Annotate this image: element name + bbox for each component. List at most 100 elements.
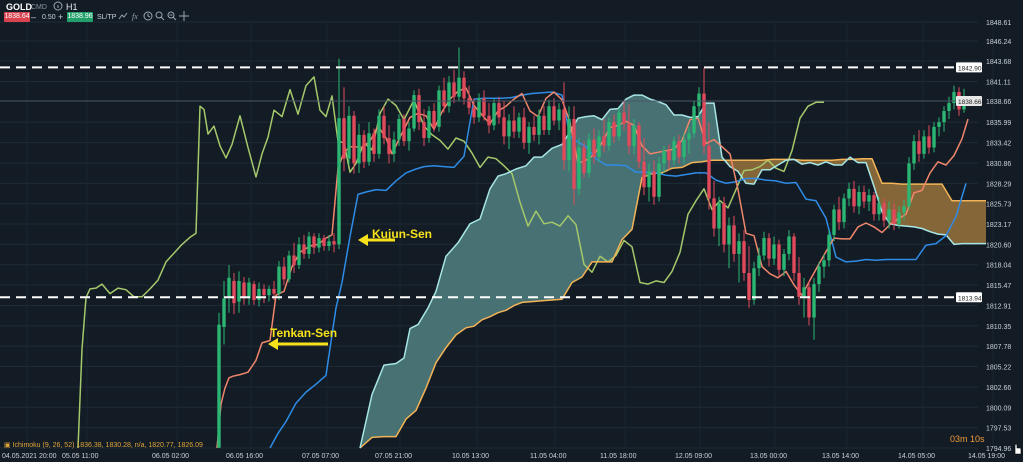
kijun-line: [269, 91, 967, 449]
chart-toolbar: GOLD CMD H1 1838.64 – 0.50 + 1838.96 SL/…: [0, 0, 1023, 24]
candlestick: [567, 106, 571, 172]
quantity-input[interactable]: 0.50: [42, 14, 56, 21]
candlestick: [672, 136, 676, 166]
candlestick: [247, 277, 251, 305]
candle-body: [807, 287, 811, 318]
time-tick-label: 10.05 13:00: [452, 453, 489, 460]
price-tick-label: 1838.66: [986, 99, 1011, 106]
candle-body: [572, 118, 576, 189]
candle-body: [497, 103, 501, 118]
candlestick: [452, 69, 456, 104]
tenkan-arrowhead: [268, 338, 278, 350]
candlestick: [292, 242, 296, 273]
crosshair-icon[interactable]: [179, 11, 189, 24]
candle-body: [367, 133, 371, 162]
senkou_b-line: [359, 157, 986, 449]
qty-decrease-button[interactable]: –: [31, 12, 37, 22]
price-tick-label: 1825.73: [986, 202, 1011, 209]
candlestick: [847, 182, 851, 207]
candle-body: [442, 90, 446, 107]
candle-body: [352, 115, 356, 164]
candle-body: [397, 118, 401, 140]
candlestick: [652, 160, 656, 205]
candlestick: [602, 118, 606, 153]
candle-body: [787, 236, 791, 254]
candle-body: [317, 238, 321, 248]
candlestick: [862, 185, 866, 208]
candlestick: [762, 231, 766, 261]
timeframe-selector[interactable]: H1: [66, 2, 78, 12]
candle-body: [667, 150, 671, 161]
candle-body: [502, 117, 506, 137]
info-icon[interactable]: [53, 1, 63, 14]
candle-body: [272, 288, 276, 294]
candlestick: [927, 125, 931, 154]
price-tick-label: 1846.24: [986, 39, 1011, 46]
candlestick: [767, 233, 771, 267]
candle-body: [942, 111, 946, 123]
clock-icon[interactable]: [143, 11, 153, 24]
candle-body: [247, 282, 251, 299]
candlestick: [287, 250, 291, 283]
price-tick-label: 1830.86: [986, 161, 1011, 168]
zoom-out-icon[interactable]: [167, 11, 177, 24]
candlestick: [832, 204, 836, 242]
sltp-button[interactable]: SL/TP: [97, 14, 117, 21]
candlestick: [522, 107, 526, 150]
candlestick: [942, 106, 946, 132]
ichimoku-indicator-legend[interactable]: ▣ Ichimoku (9, 26, 52) 1836.38, 1830.28,…: [4, 441, 203, 449]
candle-body: [477, 98, 481, 118]
candle-body: [792, 236, 796, 273]
indicator-visibility-icon[interactable]: ▣: [4, 442, 13, 449]
candle-body: [462, 77, 466, 99]
candlestick: [347, 106, 351, 166]
zoom-in-icon[interactable]: [155, 11, 165, 24]
exchange-label: CMD: [31, 4, 47, 11]
candle-body: [612, 122, 616, 137]
candle-body: [557, 109, 561, 121]
candlestick: [577, 138, 581, 196]
horizontal-levels[interactable]: 1842.90 1813.94 1838.66: [0, 62, 982, 303]
candle-body: [292, 255, 296, 266]
candlestick: [787, 230, 791, 261]
candlestick: [402, 114, 406, 146]
candle-body: [527, 126, 531, 143]
candle-countdown: 03m 10s: [950, 434, 985, 444]
candlestick: [607, 117, 611, 151]
sell-button[interactable]: 1838.64: [4, 12, 30, 22]
candlestick: [897, 206, 901, 229]
indicators-icon[interactable]: fx: [131, 11, 141, 24]
candle-body: [912, 141, 916, 164]
candlestick: [367, 122, 371, 166]
chart-type-icon[interactable]: [118, 11, 128, 24]
candlestick: [427, 106, 431, 143]
candlestick: [657, 157, 661, 202]
candle-body: [492, 103, 496, 126]
candlestick: [817, 261, 821, 293]
candle-body: [217, 324, 221, 448]
candlestick: [937, 117, 941, 137]
candle-body: [257, 288, 261, 300]
candle-body: [777, 244, 781, 270]
symbol-label[interactable]: GOLD: [6, 2, 32, 12]
candlestick: [852, 180, 856, 213]
svg-text:fx: fx: [132, 12, 138, 21]
candlestick: [312, 233, 316, 254]
candlestick: [267, 285, 271, 302]
candle-body: [582, 147, 586, 173]
candlestick: [842, 193, 846, 229]
time-tick-label: 11.05 04:00: [530, 453, 567, 460]
candlestick: [837, 196, 841, 231]
candle-body: [677, 141, 681, 158]
candle-body: [687, 133, 691, 140]
price-tick-label: 1833.42: [986, 141, 1011, 148]
candlestick: [882, 198, 886, 227]
candle-body: [947, 103, 951, 112]
buy-button[interactable]: 1838.96: [67, 12, 93, 22]
candle-body: [447, 82, 451, 107]
candlestick: [482, 90, 486, 121]
qty-increase-button[interactable]: +: [58, 12, 64, 22]
candlestick: [302, 234, 306, 259]
candle-body: [922, 136, 926, 154]
